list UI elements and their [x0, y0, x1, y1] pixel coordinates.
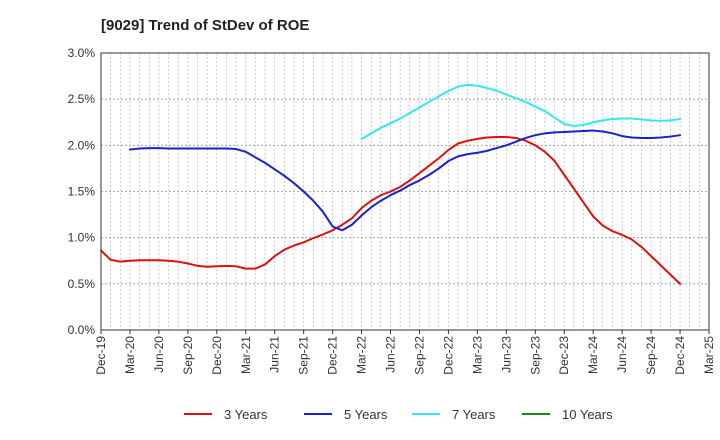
x-tick-label: Mar-23 — [470, 336, 484, 374]
x-tick-label: Dec-19 — [94, 336, 108, 375]
x-tick-label: Jun-24 — [615, 336, 629, 373]
x-tick-label: Mar-22 — [355, 336, 369, 374]
grid — [101, 53, 709, 330]
x-axis-ticks: Dec-19 Mar-20 Jun-20 Sep-20 Dec-20 Mar-21 Jun-… — [94, 330, 716, 375]
x-tick-label: Dec-21 — [326, 336, 340, 375]
x-tick-label: Jun-20 — [152, 336, 166, 373]
x-tick-label: Sep-24 — [644, 336, 658, 375]
x-tick-label: Dec-22 — [441, 336, 455, 375]
x-tick-label: Sep-21 — [297, 336, 311, 375]
y-tick-label: 3.0% — [68, 46, 96, 60]
y-tick-label: 1.5% — [68, 185, 96, 199]
y-tick-label: 0.5% — [68, 277, 96, 291]
legend-label: 7 Years — [452, 407, 496, 422]
x-tick-label: Mar-25 — [702, 336, 716, 374]
x-tick-label: Mar-24 — [586, 336, 600, 374]
legend-label: 5 Years — [344, 407, 388, 422]
series-layer — [100, 83, 682, 285]
x-tick-label: Sep-20 — [181, 336, 195, 375]
x-tick-label: Sep-22 — [412, 336, 426, 375]
y-axis-ticks: 0.0% 0.5% 1.0% 1.5% 2.0% 2.5% 3.0% — [68, 46, 96, 337]
x-tick-label: Sep-23 — [528, 336, 542, 375]
legend: 3 Years 5 Years 7 Years 10 Years — [184, 407, 613, 422]
x-tick-label: Dec-20 — [210, 336, 224, 375]
y-tick-label: 0.0% — [68, 323, 96, 337]
x-tick-label: Jun-22 — [384, 336, 398, 373]
y-tick-label: 2.0% — [68, 138, 96, 152]
y-tick-label: 1.0% — [68, 231, 96, 245]
legend-label: 3 Years — [224, 407, 268, 422]
x-tick-label: Dec-23 — [557, 336, 571, 375]
y-tick-label: 2.5% — [68, 92, 96, 106]
x-tick-label: Mar-20 — [123, 336, 137, 374]
series-line-7-years — [360, 83, 682, 140]
legend-label: 10 Years — [562, 407, 613, 422]
chart-title: [9029] Trend of StDev of ROE — [101, 17, 309, 34]
series-line-5-years — [128, 129, 682, 232]
x-tick-label: Mar-21 — [239, 336, 253, 374]
x-tick-label: Dec-24 — [673, 336, 687, 375]
series-line-3-years — [100, 136, 682, 285]
plot-border — [100, 52, 710, 331]
x-tick-label: Jun-21 — [268, 336, 282, 373]
x-tick-label: Jun-23 — [499, 336, 513, 373]
